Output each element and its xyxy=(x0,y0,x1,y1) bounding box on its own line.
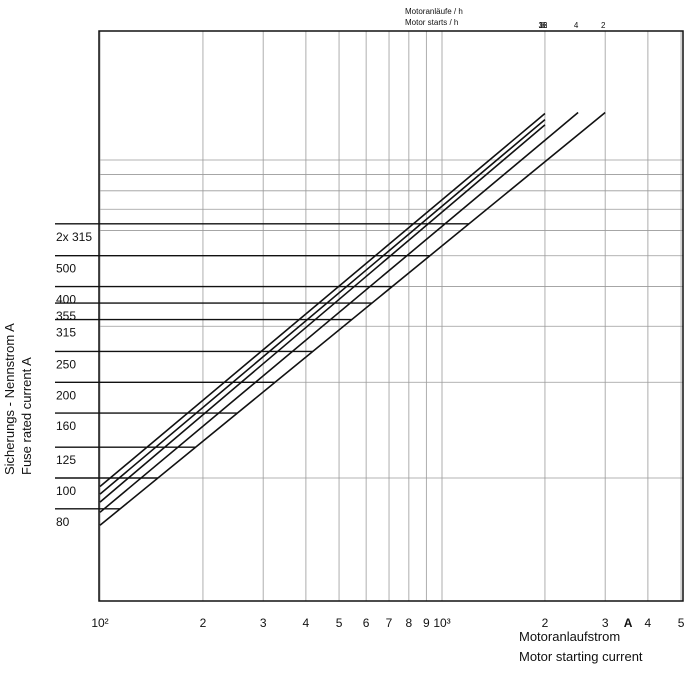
x-tick-label: 7 xyxy=(386,616,393,630)
x-tick-label: A xyxy=(624,616,633,630)
x-axis-title-line-2: Motor starting current xyxy=(519,649,643,664)
x-tick-label: 8 xyxy=(406,616,413,630)
series-label-32: 32 xyxy=(538,21,547,30)
series-label-4: 4 xyxy=(574,21,579,30)
plot-frame xyxy=(98,30,684,602)
fuse-label-160: 160 xyxy=(56,419,76,433)
series-label-16: 16 xyxy=(538,21,547,30)
y-axis-title-line-2: Fuse rated current A xyxy=(19,357,34,475)
series-label-2: 2 xyxy=(601,21,606,30)
series-lines xyxy=(99,111,606,526)
series-line-32 xyxy=(99,112,546,488)
x-tick-label: 6 xyxy=(363,616,370,630)
x-tick-label: 9 xyxy=(423,616,430,630)
fuse-label-80: 80 xyxy=(56,515,70,529)
series-header-line-2: Motor starts / h xyxy=(405,18,458,27)
series-line-4 xyxy=(99,111,579,513)
fuse-label-100: 100 xyxy=(56,484,76,498)
fuse-level-lines xyxy=(55,223,470,510)
series-line-8 xyxy=(99,124,546,503)
fuse-label-125: 125 xyxy=(56,453,76,467)
series-header-line-1: Motoranläufe / h xyxy=(405,7,463,16)
x-tick-label: 10² xyxy=(91,616,108,630)
y-axis-title-line-1: Sicherungs - Nennstrom A xyxy=(2,323,17,475)
fuse-label-315: 315 xyxy=(56,326,76,340)
fuse-label-355: 355 xyxy=(56,309,76,323)
fuse-label-500: 500 xyxy=(56,262,76,276)
x-tick-label: 4 xyxy=(303,616,310,630)
x-tick-label: 10³ xyxy=(433,616,450,630)
fuse-label-2x315: 2x 315 xyxy=(56,230,92,244)
x-tick-labels: 10² 2 3 4 5 6 7 8 9 10³ 2 3 A 4 5 xyxy=(91,616,684,630)
x-tick-label: 5 xyxy=(336,616,343,630)
x-tick-label: 5 xyxy=(678,616,685,630)
series-line-16 xyxy=(99,118,546,495)
x-tick-label: 2 xyxy=(200,616,207,630)
series-label-8: 8 xyxy=(541,21,546,30)
x-tick-label: 3 xyxy=(602,616,609,630)
fuse-label-250: 250 xyxy=(56,357,76,371)
grid-lines xyxy=(99,31,683,601)
fuse-rating-labels: 80 100 125 160 200 250 315 355 400 500 2x 315 xyxy=(56,230,92,529)
fuse-label-200: 200 xyxy=(56,388,76,402)
x-tick-label: 4 xyxy=(645,616,652,630)
x-axis-title-line-1: Motoranlaufstrom xyxy=(519,629,621,644)
series-line-2 xyxy=(99,111,606,526)
x-tick-label: 3 xyxy=(260,616,267,630)
fuse-label-400: 400 xyxy=(56,293,76,307)
x-tick-label: 2 xyxy=(542,616,549,630)
